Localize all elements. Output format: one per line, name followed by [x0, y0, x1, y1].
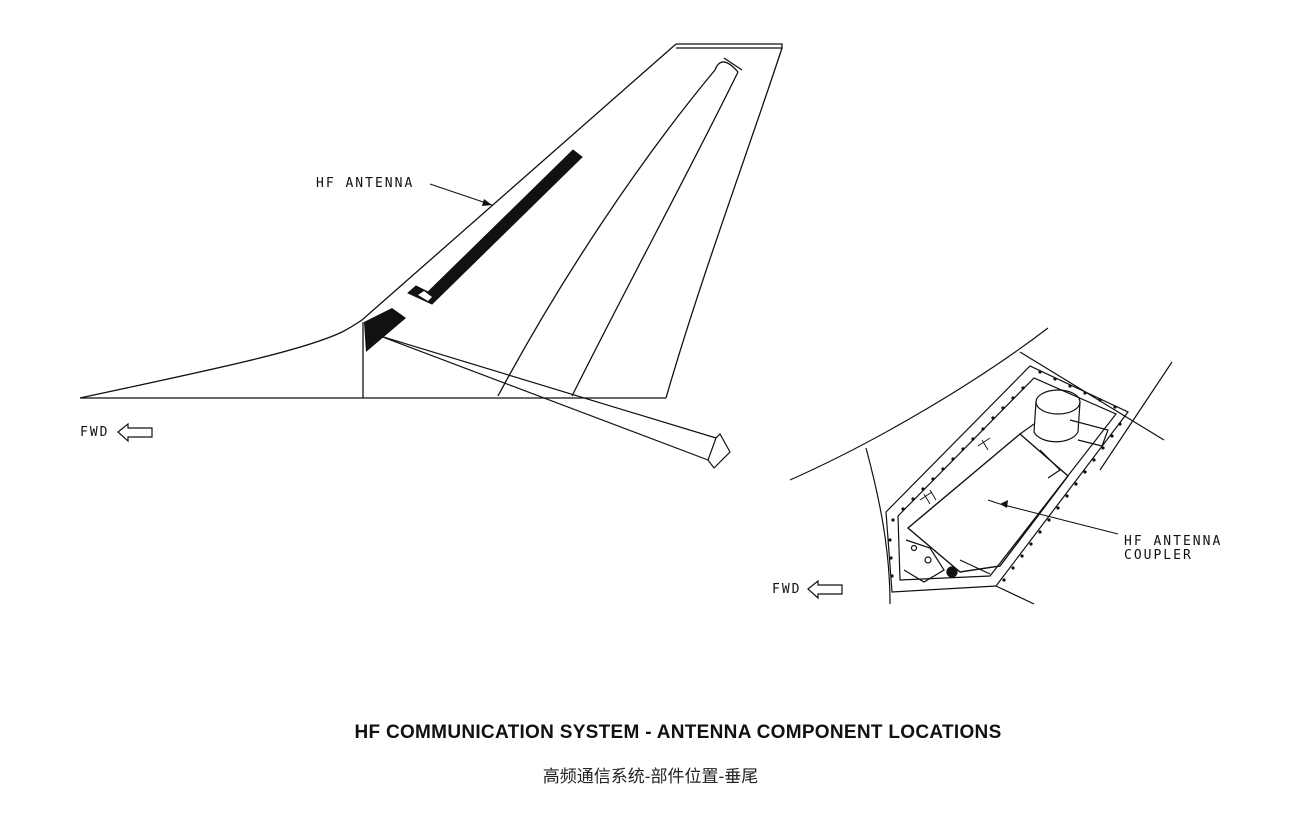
fwd-arrow-icon	[807, 579, 843, 600]
hf-antenna-label: HF ANTENNA	[316, 176, 414, 191]
figure-subtitle: 高频通信系统-部件位置-垂尾	[542, 767, 759, 787]
fwd-label-right: FWD	[772, 582, 801, 597]
detail-expansion-leader	[379, 335, 731, 469]
panel-rivets	[888, 370, 1122, 582]
figure-title: HF COMMUNICATION SYSTEM - ANTENNA COMPON…	[354, 722, 1002, 743]
fwd-arrow-icon	[117, 422, 153, 443]
coupler-detail-view	[789, 327, 1173, 605]
coupler-label-line1: HF ANTENNA	[1124, 534, 1222, 549]
fwd-label-left: FWD	[80, 425, 109, 440]
hf-antenna	[407, 149, 583, 305]
coupler-leader	[987, 499, 1119, 535]
vertical-stabilizer	[79, 43, 783, 399]
coupler-fairing	[364, 308, 406, 352]
hf-antenna-leader	[429, 183, 493, 206]
coupler-label-line2: COUPLER	[1124, 548, 1193, 563]
